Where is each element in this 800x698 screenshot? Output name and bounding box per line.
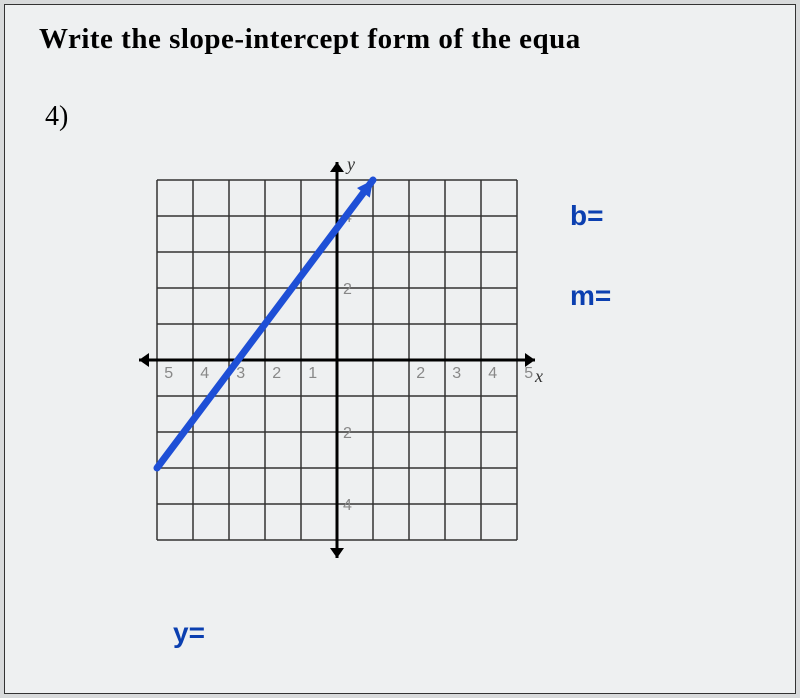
question-number: 4) xyxy=(45,101,68,133)
instruction-text: Write the slope-intercept form of the eq… xyxy=(39,23,581,56)
svg-text:1: 1 xyxy=(308,365,317,382)
y-equals-label: y= xyxy=(173,617,205,649)
b-label: b= xyxy=(570,200,611,232)
svg-text:2: 2 xyxy=(343,281,352,298)
svg-text:3: 3 xyxy=(236,365,245,382)
svg-text:y: y xyxy=(345,154,355,174)
worksheet-page: Write the slope-intercept form of the eq… xyxy=(4,4,796,694)
svg-text:2: 2 xyxy=(343,425,352,442)
svg-text:4: 4 xyxy=(343,497,352,514)
svg-text:5: 5 xyxy=(524,365,533,382)
svg-text:4: 4 xyxy=(488,365,497,382)
svg-text:5: 5 xyxy=(164,365,173,382)
svg-text:4: 4 xyxy=(200,365,209,382)
side-labels: b= m= xyxy=(570,200,611,360)
svg-text:3: 3 xyxy=(452,365,461,382)
svg-text:x: x xyxy=(534,366,543,386)
graph-svg: xy5432123452424 xyxy=(127,150,547,570)
m-label: m= xyxy=(570,280,611,312)
svg-text:2: 2 xyxy=(272,365,281,382)
svg-text:2: 2 xyxy=(416,365,425,382)
coordinate-graph: xy5432123452424 xyxy=(127,150,547,570)
